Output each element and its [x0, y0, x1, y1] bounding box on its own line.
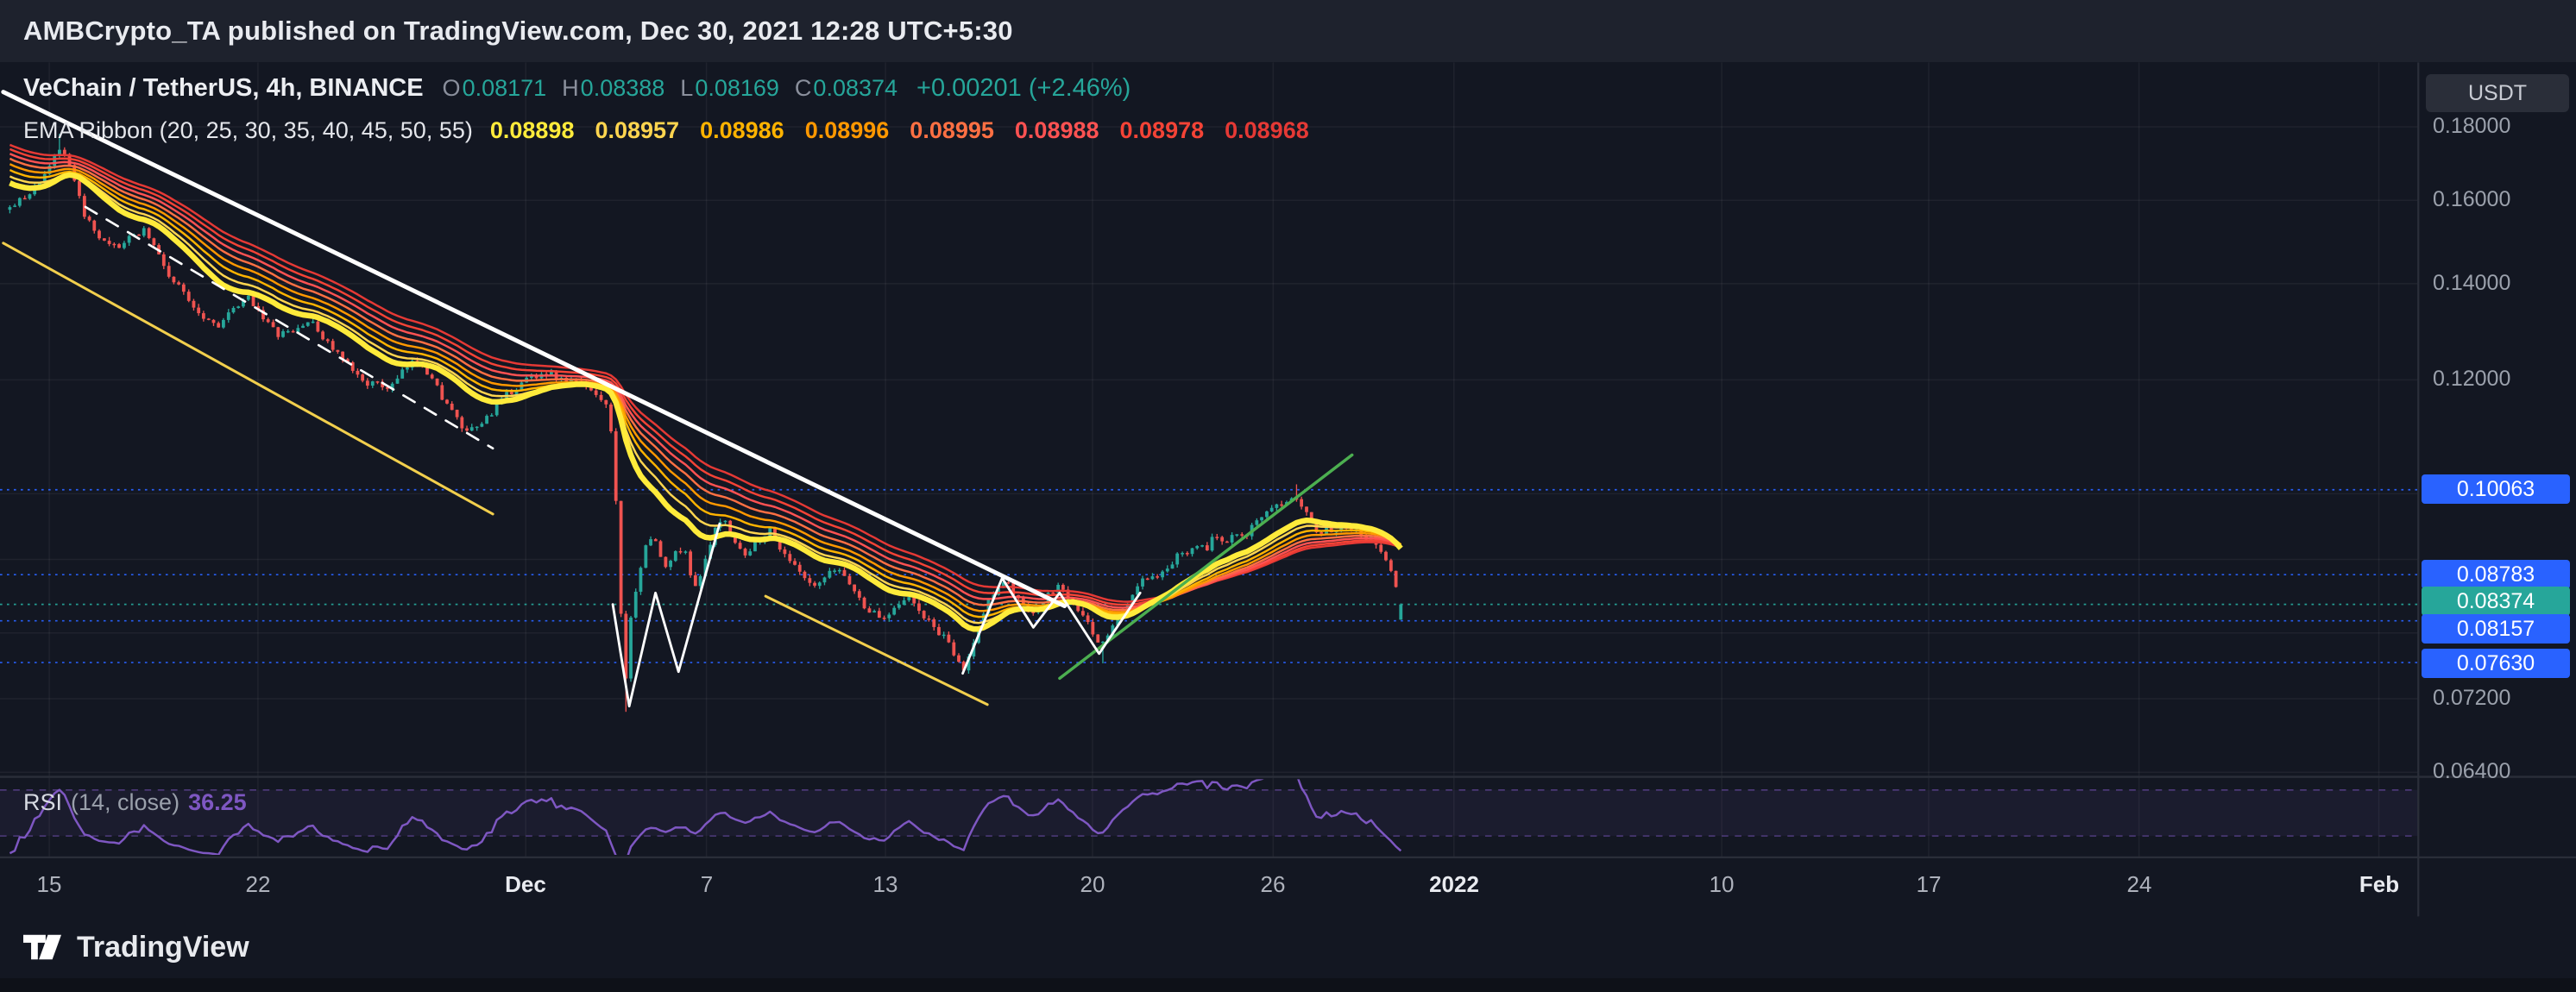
price-tick: 0.18000	[2433, 114, 2511, 138]
yellow-channel-line	[2, 242, 494, 516]
ohlc-values: O 0.08171 H 0.08388 L 0.08169 C 0.08374	[443, 75, 898, 102]
price-tick: 0.14000	[2433, 271, 2511, 295]
ohlc-pair: O 0.08171	[443, 75, 547, 102]
footer: TradingView	[0, 916, 2576, 978]
ohlc-pair: H 0.08388	[562, 75, 664, 102]
ema-value: 0.08995	[910, 117, 994, 143]
time-label: 13	[872, 871, 898, 897]
time-label: 7	[700, 871, 714, 897]
rsi-line-layer	[9, 779, 1402, 856]
yellow-wedge-line	[764, 594, 989, 706]
tradingview-wordmark[interactable]: TradingView	[77, 930, 249, 964]
time-label: 20	[1080, 871, 1105, 897]
time-scale[interactable]: 15 22 Dec 7 13 20 26 2022 10 17 24 Feb	[0, 857, 2418, 916]
ema-ribbon-layer	[9, 143, 1403, 632]
ema-value: 0.08968	[1225, 117, 1309, 143]
drawings-layer	[1, 90, 1354, 708]
ema-value: 0.08957	[595, 117, 680, 143]
ohlc-key: O	[442, 75, 461, 101]
ohlc-value: 0.08171	[462, 75, 547, 101]
time-label: Feb	[2359, 871, 2400, 897]
ohlc-value: 0.08388	[580, 75, 665, 101]
time-label: 24	[2126, 871, 2152, 897]
grid-layer	[0, 62, 2419, 857]
price-tick: 0.16000	[2433, 187, 2511, 211]
symbol-legend: VeChain / TetherUS, 4h, BINANCE O 0.08171…	[23, 74, 1131, 103]
white-zigzag-2	[961, 576, 1142, 675]
ema-ribbon-legend: EMA Ribbon (20, 25, 30, 35, 40, 45, 50, …	[23, 117, 1309, 144]
time-label: Dec	[505, 871, 546, 897]
change-value: +0.00201 (+2.46%)	[916, 74, 1131, 102]
ema-value: 0.08996	[804, 117, 890, 143]
symbol-title[interactable]: VeChain / TetherUS, 4h, BINANCE	[23, 74, 424, 102]
secondary-downtrend-dashed	[84, 205, 494, 450]
tradingview-logo-icon[interactable]	[23, 934, 61, 960]
ohlc-pair: L 0.08169	[680, 75, 779, 102]
borders-layer	[0, 62, 2576, 917]
price-tick: 0.06400	[2433, 759, 2511, 783]
rsi-legend: RSI (14, close) 36.25	[23, 789, 247, 816]
price-tick: 0.07200	[2433, 686, 2511, 710]
rsi-band-layer	[0, 789, 2419, 837]
ema-value: 0.08978	[1119, 117, 1205, 143]
ema-value: 0.08988	[1014, 117, 1099, 143]
ema-ribbon-values: 0.08898 0.08957 0.08986 0.08996 0.08995 0.089…	[490, 117, 1309, 144]
rsi-title[interactable]: RSI	[23, 789, 63, 815]
time-label: 22	[245, 871, 271, 897]
ohlc-key: H	[562, 75, 579, 101]
ema-ribbon-title[interactable]: EMA Ribbon (20, 25, 30, 35, 40, 45, 50, …	[23, 117, 473, 143]
time-label: 2022	[1429, 871, 1479, 897]
time-label: 26	[1260, 871, 1286, 897]
ema-value: 0.08898	[489, 117, 575, 143]
rsi-params: (14, close)	[71, 789, 180, 815]
ohlc-value: 0.08169	[695, 75, 779, 101]
green-uptrend-line	[1058, 453, 1354, 681]
publish-info-text: AMBCrypto_TA published on TradingView.co…	[23, 16, 1013, 46]
candles-layer	[8, 134, 1403, 713]
ohlc-key: L	[680, 75, 694, 101]
price-tick: 0.12000	[2433, 367, 2511, 391]
time-label: 15	[36, 871, 62, 897]
rsi-value: 36.25	[188, 789, 247, 815]
ema-value: 0.08986	[700, 117, 784, 143]
white-zigzag-1	[611, 522, 721, 708]
time-label: 10	[1709, 871, 1735, 897]
price-scale[interactable]: USDT 0.18000 0.16000 0.14000 0.12000 0.07200…	[2419, 62, 2576, 916]
currency-button[interactable]: USDT	[2426, 74, 2569, 112]
major-downtrend-line	[1, 90, 1068, 609]
bottom-strip	[0, 978, 2576, 992]
ohlc-pair: C 0.08374	[795, 75, 898, 102]
time-label: 17	[1916, 871, 1942, 897]
publish-info-bar: AMBCrypto_TA published on TradingView.co…	[0, 0, 2576, 62]
ohlc-key: C	[794, 75, 812, 101]
ohlc-value: 0.08374	[813, 75, 898, 101]
